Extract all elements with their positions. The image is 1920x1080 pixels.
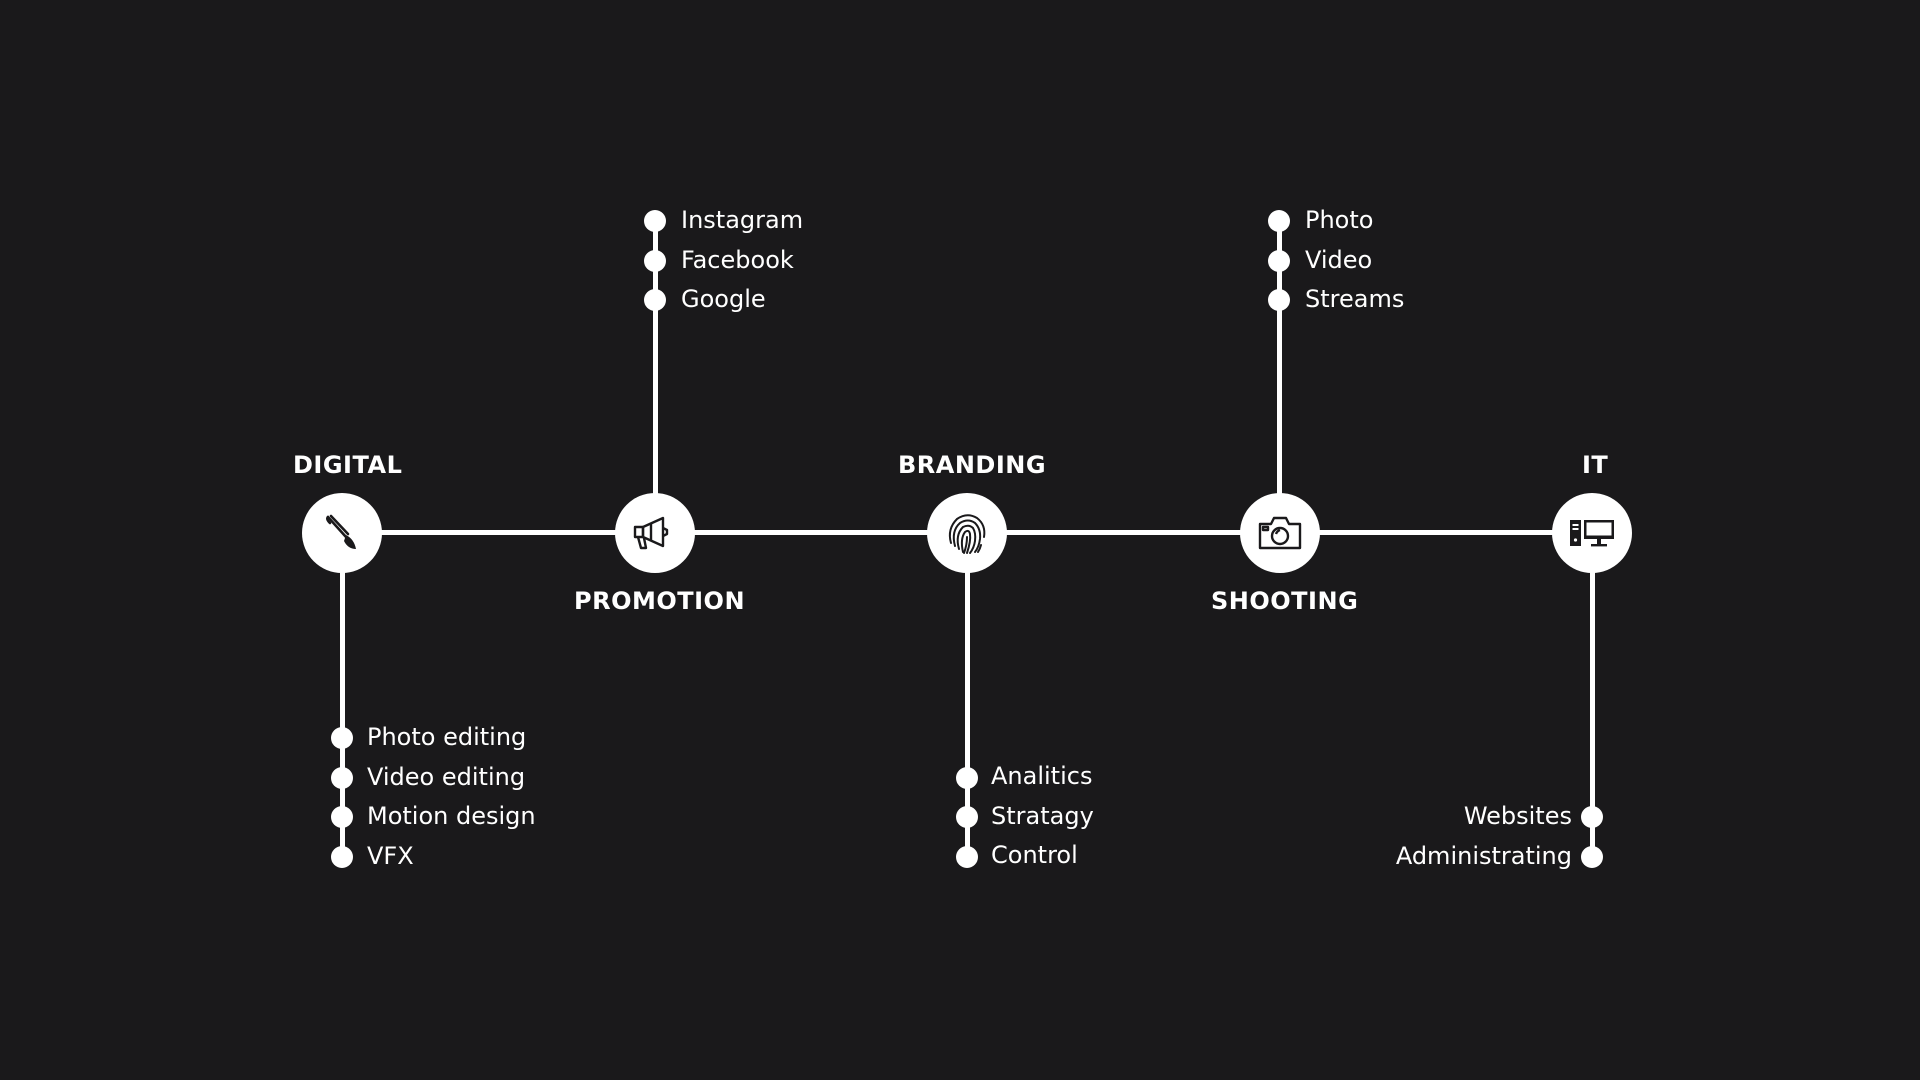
stage-node-shooting[interactable] (1240, 493, 1320, 573)
it-connector (1590, 532, 1595, 857)
list-item: Video editing (367, 763, 526, 791)
list-dot (1268, 210, 1290, 232)
list-dot (644, 289, 666, 311)
paintbrush-icon (326, 514, 356, 549)
list-item: Photo (1305, 206, 1374, 234)
promotion-connector (653, 220, 658, 532)
fingerprint-icon (948, 514, 986, 554)
stage-node-it[interactable] (1552, 493, 1632, 573)
camera-icon (1258, 516, 1302, 550)
list-dot (1581, 806, 1603, 828)
list-item: VFX (367, 842, 414, 870)
list-dot (331, 767, 353, 789)
shooting-connector (1277, 220, 1282, 532)
megaphone-icon (633, 516, 669, 550)
list-item: Instagram (681, 206, 804, 234)
list-dot (956, 806, 978, 828)
stage-title-promotion: PROMOTION (574, 587, 746, 615)
list-item: Control (991, 841, 1078, 869)
stage-node-branding[interactable] (927, 493, 1007, 573)
list-dot (956, 767, 978, 789)
list-dot (331, 806, 353, 828)
list-item: Photo editing (367, 723, 527, 751)
list-dot (956, 846, 978, 868)
stage-node-promotion[interactable] (615, 493, 695, 573)
stage-node-digital[interactable] (302, 493, 382, 573)
list-dot (644, 210, 666, 232)
list-item: Streams (1305, 285, 1405, 313)
list-dot (331, 727, 353, 749)
list-dot (331, 846, 353, 868)
list-dot (1581, 846, 1603, 868)
stage-title-branding: BRANDING (898, 451, 1047, 479)
list-dot (1268, 250, 1290, 272)
list-dot (1268, 289, 1290, 311)
list-item: Analitics (991, 762, 1093, 790)
stage-title-it: IT (1582, 451, 1609, 479)
stage-title-shooting: SHOOTING (1211, 587, 1359, 615)
stage-title-digital: DIGITAL (293, 451, 403, 479)
list-item: Video (1305, 246, 1373, 274)
digital-connector (340, 532, 345, 857)
list-item: Facebook (681, 246, 794, 274)
list-item: Websites (1463, 802, 1572, 830)
branding-connector (965, 532, 970, 857)
list-item: Motion design (367, 802, 536, 830)
list-item: Stratagy (991, 802, 1094, 830)
computer-icon (1570, 520, 1614, 547)
list-item: Google (681, 285, 766, 313)
list-dot (644, 250, 666, 272)
list-item: Administrating (1395, 842, 1572, 870)
